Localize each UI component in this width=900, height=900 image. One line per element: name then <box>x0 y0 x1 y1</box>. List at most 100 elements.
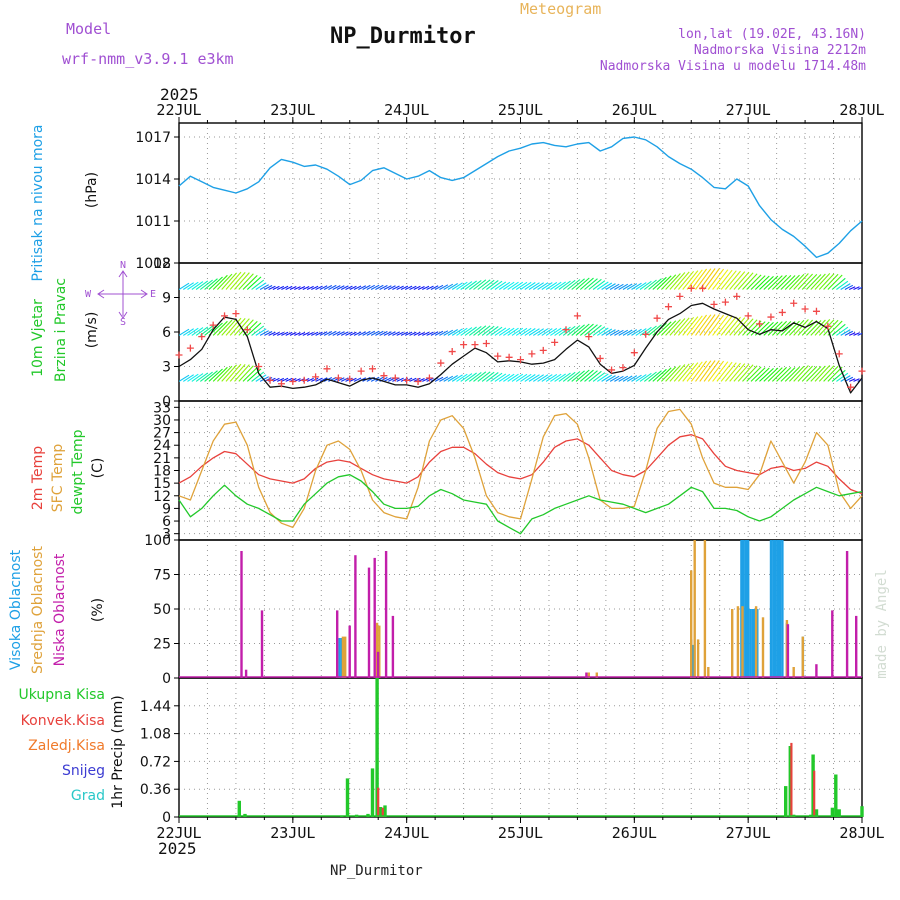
wind-gust-marker <box>801 305 809 313</box>
wind-arrow <box>246 368 262 382</box>
wind-arrow <box>323 331 333 336</box>
wind-arrow <box>315 377 323 382</box>
wind-arrow <box>246 322 262 336</box>
wind-arrow <box>724 270 741 290</box>
xtick-label-bottom: 25JUL <box>498 824 543 842</box>
wind-arrow <box>648 370 662 382</box>
wind-arrow <box>396 331 404 336</box>
wind-arrow <box>490 280 503 290</box>
wind-arrow <box>217 365 233 382</box>
wind-arrow <box>234 364 250 382</box>
wind-arrow <box>460 281 473 290</box>
wind-arrow <box>622 329 633 336</box>
wind-arrow <box>562 279 576 290</box>
cloud-bar-niska <box>240 551 243 678</box>
wind-arrow <box>289 332 297 336</box>
wind-arrow <box>515 327 528 336</box>
wind-arrow <box>234 318 250 336</box>
wind-arrow <box>746 366 762 382</box>
wind-arrow <box>554 281 567 290</box>
wind-arrow <box>468 279 482 290</box>
wind-arrow <box>532 282 545 290</box>
wind-arrow <box>665 319 681 336</box>
wind-arrow <box>311 331 319 336</box>
cloud-bar-niska <box>336 610 339 678</box>
wind-arrow <box>767 321 783 336</box>
wind-arrow <box>302 331 310 336</box>
wind-gust-marker <box>357 367 365 375</box>
precip-bar-ukupna-kisa <box>860 806 864 817</box>
wind-arrow <box>195 280 209 290</box>
wind-arrow <box>379 331 388 336</box>
wind-arrow <box>558 372 571 382</box>
wind-gust-marker <box>824 322 832 330</box>
wind-arrow <box>422 331 430 336</box>
wind-arrow <box>221 318 238 336</box>
wind-arrow <box>784 366 800 382</box>
wind-ylabel-2: Brzina i Pravac <box>53 278 69 382</box>
wind-gust-marker <box>767 313 775 321</box>
wind-arrow <box>656 367 672 382</box>
temperature-ytick-label: 6 <box>162 514 171 530</box>
wind-arrow <box>776 367 792 382</box>
temperature-line-sfc-temp <box>178 408 863 529</box>
wind-arrow <box>677 270 695 290</box>
wind-arrow <box>349 331 357 336</box>
wind-arrow <box>631 328 642 336</box>
wind-arrow <box>276 377 285 382</box>
wind-arrow <box>639 280 652 290</box>
wind-gust-marker <box>676 292 684 300</box>
subtitle: Meteogram <box>520 0 601 18</box>
wind-gust-marker <box>232 310 240 318</box>
wind-arrow <box>767 275 783 290</box>
wind-arrow <box>494 327 507 336</box>
year-bottom: 2025 <box>158 839 197 858</box>
wind-arrow <box>673 317 690 336</box>
wind-arrow <box>298 331 306 336</box>
wind-arrow <box>575 277 590 290</box>
wind-arrow <box>537 374 549 382</box>
wind-arrow <box>229 272 246 290</box>
wind-gust-marker <box>721 298 729 306</box>
temperature-ytick-label: 30 <box>153 413 171 429</box>
pressure-line-mslp <box>178 136 863 259</box>
wind-arrow <box>311 285 319 290</box>
cloud-ylabel-mid: Srednja Oblacnost <box>30 546 46 674</box>
wind-arrow <box>477 371 491 382</box>
wind-arrow <box>409 331 417 336</box>
precip-bar-ukupna-kisa <box>375 678 379 817</box>
wind-arrow <box>579 277 594 290</box>
wind-arrow <box>486 372 499 382</box>
wind-gust-marker <box>687 284 695 292</box>
wind-arrow <box>853 378 860 382</box>
xtick-label-bottom: 26JUL <box>612 824 657 842</box>
wind-arrow <box>473 371 487 382</box>
wind-arrow <box>550 373 562 382</box>
wind-arrow <box>733 317 750 336</box>
wind-arrow <box>285 285 293 290</box>
wind-arrow <box>426 285 434 290</box>
wind-arrow <box>861 334 862 336</box>
wind-arrow <box>195 372 209 382</box>
wind-arrow <box>515 373 528 382</box>
wind-arrow <box>195 326 209 336</box>
cloud-bar-niska <box>585 672 588 678</box>
wind-arrow <box>695 360 712 382</box>
wind-arrow <box>609 329 620 336</box>
wind-arrow <box>686 361 703 382</box>
cloud-bar-visoka <box>749 609 752 678</box>
wind-arrow <box>443 375 454 382</box>
wind-arrow <box>456 281 468 290</box>
wind-arrow <box>648 324 662 336</box>
temperature-ytick-label: 12 <box>153 489 171 505</box>
wind-arrow <box>601 328 613 336</box>
wind-arrow <box>596 327 609 336</box>
wind-arrow <box>622 283 633 290</box>
wind-gust-marker <box>391 374 399 382</box>
temperature-ytick-label: 18 <box>153 464 171 480</box>
precip-ylabel: 1hr Precip (mm) <box>110 695 126 808</box>
wind-arrow <box>707 268 725 290</box>
wind-arrow <box>191 327 204 336</box>
wind-arrow <box>528 282 540 290</box>
cloud-bar-visoka <box>751 609 754 678</box>
